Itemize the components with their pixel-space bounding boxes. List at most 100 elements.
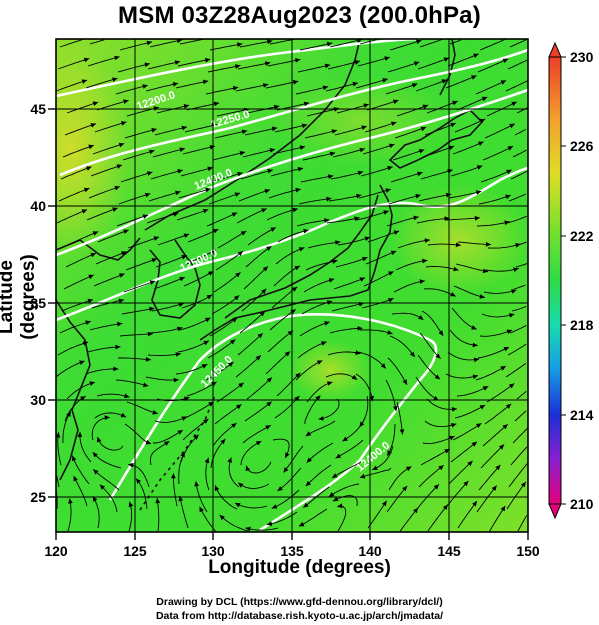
streamline bbox=[62, 144, 94, 158]
streamline bbox=[115, 84, 148, 95]
streamline bbox=[247, 227, 277, 246]
streamline bbox=[457, 241, 491, 245]
wind-arrowhead bbox=[73, 475, 78, 482]
streamline bbox=[506, 481, 527, 510]
streamline bbox=[211, 295, 240, 315]
streamline bbox=[89, 39, 105, 45]
y-tick-label: 35 bbox=[30, 295, 46, 311]
streamline bbox=[424, 122, 456, 136]
streamline bbox=[267, 330, 294, 353]
wind-arrowhead bbox=[384, 56, 390, 61]
streamline bbox=[268, 188, 301, 199]
streamline bbox=[210, 172, 243, 183]
wind-arrowhead bbox=[88, 144, 94, 150]
wind-arrowhead bbox=[241, 129, 248, 135]
wind-arrowhead bbox=[391, 121, 397, 126]
wind-arrowhead bbox=[183, 104, 190, 109]
streamline bbox=[90, 164, 123, 177]
streamline bbox=[359, 329, 393, 335]
streamline bbox=[515, 262, 528, 268]
streamline bbox=[452, 422, 482, 441]
streamline bbox=[73, 475, 88, 507]
streamline bbox=[214, 485, 238, 510]
wind-arrowhead bbox=[500, 80, 507, 85]
wind-arrowhead bbox=[433, 395, 439, 401]
streamline bbox=[56, 360, 85, 378]
streamline bbox=[64, 123, 97, 136]
streamline bbox=[205, 361, 234, 381]
wind-arrowhead bbox=[121, 121, 127, 126]
wind-arrowhead bbox=[271, 126, 278, 132]
wind-arrowhead bbox=[495, 464, 501, 471]
wind-arrowhead bbox=[82, 341, 89, 346]
streamline bbox=[513, 284, 526, 290]
streamline bbox=[119, 41, 153, 51]
streamline bbox=[416, 483, 440, 510]
streamline bbox=[505, 80, 528, 92]
wind-arrowhead bbox=[413, 215, 419, 221]
wind-arrowhead bbox=[79, 360, 85, 365]
wind-arrowhead bbox=[413, 507, 418, 514]
wind-arrowhead bbox=[506, 169, 512, 175]
wind-arrowhead bbox=[357, 326, 363, 331]
streamline bbox=[448, 190, 482, 199]
wind-arrowhead bbox=[450, 122, 456, 128]
colorbar-label: 226 bbox=[570, 138, 594, 154]
y-tick-label: 25 bbox=[30, 489, 46, 505]
streamline bbox=[244, 401, 272, 422]
streamline bbox=[117, 63, 151, 73]
streamline bbox=[214, 403, 242, 425]
streamline bbox=[295, 86, 329, 95]
streamline bbox=[215, 250, 244, 271]
streamline bbox=[267, 58, 301, 67]
streamline bbox=[385, 83, 418, 95]
wind-arrowhead bbox=[90, 123, 96, 128]
wind-arrowhead bbox=[326, 41, 333, 47]
streamline bbox=[418, 193, 452, 202]
wind-arrowhead bbox=[114, 55, 120, 61]
coastline-asia-north bbox=[144, 39, 361, 231]
wind-arrowhead bbox=[326, 196, 332, 202]
streamline bbox=[367, 230, 400, 243]
wind-arrowhead bbox=[266, 246, 272, 251]
wind-arrowhead bbox=[328, 278, 335, 283]
streamline bbox=[486, 383, 515, 403]
y-axis-label: Latitude (degrees) bbox=[0, 254, 39, 340]
wind-arrowhead bbox=[208, 401, 214, 407]
wind-arrowhead bbox=[181, 125, 187, 131]
wind-arrowhead bbox=[475, 190, 482, 195]
wind-arrowhead bbox=[146, 40, 152, 46]
wind-arrowhead bbox=[328, 174, 334, 179]
wind-arrowhead bbox=[473, 53, 479, 58]
colorbar-body bbox=[548, 56, 562, 505]
wind-arrowhead bbox=[145, 439, 152, 445]
streamline bbox=[454, 404, 486, 419]
wind-arrowhead bbox=[228, 361, 234, 367]
wind-arrowhead bbox=[463, 480, 469, 487]
wind-arrowhead bbox=[262, 266, 268, 272]
wind-arrowhead bbox=[178, 302, 184, 307]
streamline bbox=[269, 39, 294, 45]
streamline bbox=[184, 401, 214, 419]
wind-arrowhead bbox=[176, 39, 183, 44]
wind-arrowhead bbox=[359, 421, 365, 427]
wind-arrowhead bbox=[66, 411, 71, 417]
streamline bbox=[209, 317, 238, 337]
wind-arrowhead bbox=[81, 209, 88, 214]
streamline bbox=[213, 272, 241, 293]
wind-arrowhead bbox=[199, 506, 204, 513]
wind-arrowhead bbox=[402, 485, 408, 492]
wind-arrowhead bbox=[88, 274, 94, 280]
streamline bbox=[128, 463, 150, 488]
colorbar-label: 210 bbox=[570, 496, 594, 512]
wind-arrowhead bbox=[393, 230, 400, 235]
wind-arrowhead bbox=[380, 363, 386, 369]
streamline bbox=[237, 332, 264, 356]
streamline bbox=[236, 208, 267, 224]
streamline bbox=[172, 473, 178, 507]
wind-arrowhead bbox=[413, 61, 420, 66]
wind-arrowhead bbox=[356, 39, 363, 43]
streamline bbox=[272, 146, 306, 155]
wind-arrowhead bbox=[71, 455, 77, 462]
wind-arrowhead bbox=[500, 366, 506, 371]
